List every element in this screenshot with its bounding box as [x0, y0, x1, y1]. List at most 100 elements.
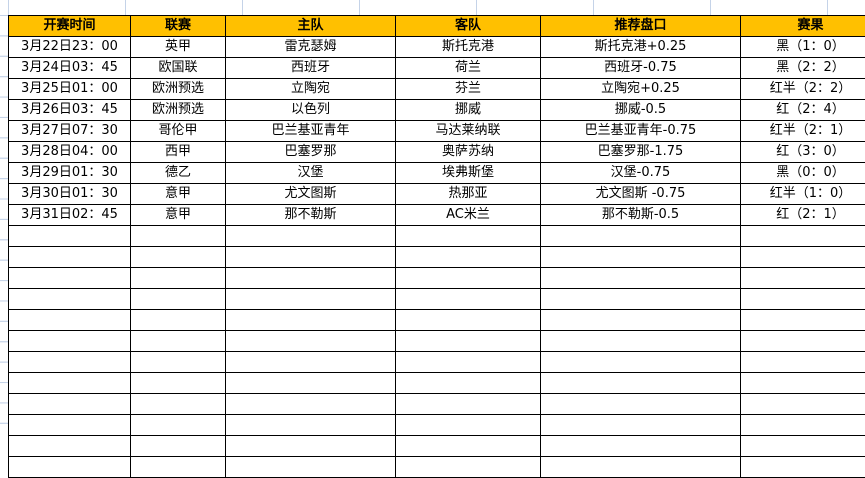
empty-cell-recommended-handicap[interactable] — [541, 226, 741, 247]
cell-result[interactable]: 黑（0：0） — [741, 163, 865, 184]
empty-cell-recommended-handicap[interactable] — [541, 436, 741, 457]
empty-cell-recommended-handicap[interactable] — [541, 394, 741, 415]
empty-cell-result[interactable] — [741, 394, 865, 415]
cell-kickoff[interactable]: 3月26日03：45 — [9, 100, 131, 121]
empty-cell-away-team[interactable] — [396, 373, 541, 394]
empty-cell-kickoff[interactable] — [9, 415, 131, 436]
empty-cell-kickoff[interactable] — [9, 352, 131, 373]
cell-kickoff[interactable]: 3月25日01：00 — [9, 79, 131, 100]
cell-recommended-handicap[interactable]: 西班牙-0.75 — [541, 58, 741, 79]
empty-cell-kickoff[interactable] — [9, 331, 131, 352]
empty-cell-recommended-handicap[interactable] — [541, 415, 741, 436]
empty-cell-league[interactable] — [131, 457, 226, 478]
cell-result[interactable]: 红半（2：2） — [741, 79, 865, 100]
empty-cell-kickoff[interactable] — [9, 310, 131, 331]
cell-home-team[interactable]: 巴塞罗那 — [226, 142, 396, 163]
cell-result[interactable]: 红（2：1） — [741, 205, 865, 226]
empty-cell-home-team[interactable] — [226, 394, 396, 415]
cell-away-team[interactable]: 埃弗斯堡 — [396, 163, 541, 184]
cell-league[interactable]: 意甲 — [131, 184, 226, 205]
empty-cell-recommended-handicap[interactable] — [541, 373, 741, 394]
column-header-home-team[interactable]: 主队 — [226, 16, 396, 37]
empty-cell-result[interactable] — [741, 352, 865, 373]
empty-cell-kickoff[interactable] — [9, 457, 131, 478]
empty-cell-league[interactable] — [131, 331, 226, 352]
empty-cell-league[interactable] — [131, 436, 226, 457]
empty-cell-away-team[interactable] — [396, 457, 541, 478]
cell-kickoff[interactable]: 3月22日23：00 — [9, 37, 131, 58]
cell-kickoff[interactable]: 3月31日02：45 — [9, 205, 131, 226]
empty-cell-league[interactable] — [131, 394, 226, 415]
cell-league[interactable]: 德乙 — [131, 163, 226, 184]
cell-home-team[interactable]: 汉堡 — [226, 163, 396, 184]
cell-home-team[interactable]: 那不勒斯 — [226, 205, 396, 226]
empty-cell-kickoff[interactable] — [9, 226, 131, 247]
cell-league[interactable]: 意甲 — [131, 205, 226, 226]
cell-away-team[interactable]: 马达莱纳联 — [396, 121, 541, 142]
column-header-away-team[interactable]: 客队 — [396, 16, 541, 37]
column-header-result[interactable]: 赛果 — [741, 16, 865, 37]
empty-cell-home-team[interactable] — [226, 352, 396, 373]
empty-cell-league[interactable] — [131, 268, 226, 289]
empty-cell-recommended-handicap[interactable] — [541, 331, 741, 352]
empty-cell-recommended-handicap[interactable] — [541, 457, 741, 478]
empty-cell-away-team[interactable] — [396, 352, 541, 373]
empty-cell-home-team[interactable] — [226, 457, 396, 478]
cell-away-team[interactable]: 芬兰 — [396, 79, 541, 100]
empty-cell-away-team[interactable] — [396, 310, 541, 331]
empty-cell-league[interactable] — [131, 226, 226, 247]
empty-cell-home-team[interactable] — [226, 289, 396, 310]
column-header-recommended-handicap[interactable]: 推荐盘口 — [541, 16, 741, 37]
cell-away-team[interactable]: 挪威 — [396, 100, 541, 121]
column-header-league[interactable]: 联赛 — [131, 16, 226, 37]
empty-cell-result[interactable] — [741, 289, 865, 310]
empty-cell-recommended-handicap[interactable] — [541, 310, 741, 331]
cell-recommended-handicap[interactable]: 巴塞罗那-1.75 — [541, 142, 741, 163]
empty-cell-league[interactable] — [131, 415, 226, 436]
cell-away-team[interactable]: 奥萨苏纳 — [396, 142, 541, 163]
cell-home-team[interactable]: 尤文图斯 — [226, 184, 396, 205]
empty-cell-away-team[interactable] — [396, 415, 541, 436]
empty-cell-league[interactable] — [131, 247, 226, 268]
cell-result[interactable]: 红（3：0） — [741, 142, 865, 163]
empty-cell-kickoff[interactable] — [9, 394, 131, 415]
empty-cell-recommended-handicap[interactable] — [541, 247, 741, 268]
empty-cell-result[interactable] — [741, 247, 865, 268]
empty-cell-away-team[interactable] — [396, 394, 541, 415]
empty-cell-kickoff[interactable] — [9, 436, 131, 457]
empty-cell-kickoff[interactable] — [9, 373, 131, 394]
empty-cell-home-team[interactable] — [226, 226, 396, 247]
empty-cell-result[interactable] — [741, 415, 865, 436]
cell-result[interactable]: 红半（1：0） — [741, 184, 865, 205]
cell-kickoff[interactable]: 3月29日01：30 — [9, 163, 131, 184]
empty-cell-recommended-handicap[interactable] — [541, 268, 741, 289]
cell-recommended-handicap[interactable]: 斯托克港+0.25 — [541, 37, 741, 58]
empty-cell-kickoff[interactable] — [9, 268, 131, 289]
empty-cell-away-team[interactable] — [396, 247, 541, 268]
empty-cell-home-team[interactable] — [226, 268, 396, 289]
cell-away-team[interactable]: AC米兰 — [396, 205, 541, 226]
cell-kickoff[interactable]: 3月30日01：30 — [9, 184, 131, 205]
cell-home-team[interactable]: 立陶宛 — [226, 79, 396, 100]
cell-league[interactable]: 欧洲预选 — [131, 79, 226, 100]
cell-league[interactable]: 西甲 — [131, 142, 226, 163]
empty-cell-away-team[interactable] — [396, 331, 541, 352]
empty-cell-away-team[interactable] — [396, 289, 541, 310]
cell-away-team[interactable]: 荷兰 — [396, 58, 541, 79]
cell-kickoff[interactable]: 3月24日03：45 — [9, 58, 131, 79]
cell-home-team[interactable]: 巴兰基亚青年 — [226, 121, 396, 142]
cell-home-team[interactable]: 以色列 — [226, 100, 396, 121]
cell-league[interactable]: 欧洲预选 — [131, 100, 226, 121]
empty-cell-home-team[interactable] — [226, 247, 396, 268]
empty-cell-home-team[interactable] — [226, 310, 396, 331]
cell-league[interactable]: 哥伦甲 — [131, 121, 226, 142]
cell-kickoff[interactable]: 3月27日07：30 — [9, 121, 131, 142]
cell-away-team[interactable]: 斯托克港 — [396, 37, 541, 58]
cell-result[interactable]: 红半（2：1） — [741, 121, 865, 142]
cell-recommended-handicap[interactable]: 挪威-0.5 — [541, 100, 741, 121]
empty-cell-home-team[interactable] — [226, 373, 396, 394]
cell-league[interactable]: 欧国联 — [131, 58, 226, 79]
empty-cell-kickoff[interactable] — [9, 289, 131, 310]
cell-home-team[interactable]: 雷克瑟姆 — [226, 37, 396, 58]
cell-home-team[interactable]: 西班牙 — [226, 58, 396, 79]
